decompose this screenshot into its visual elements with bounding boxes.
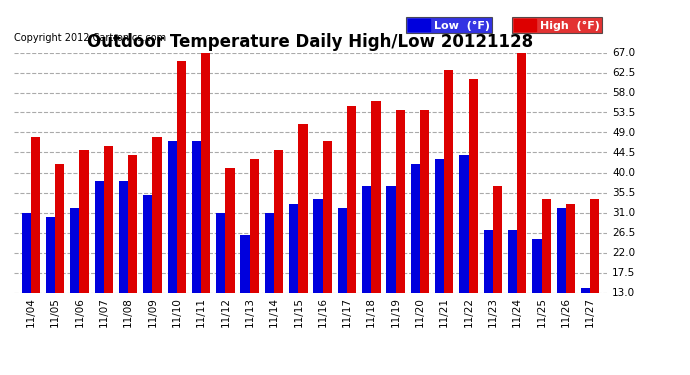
Bar	[274, 150, 284, 350]
Bar	[289, 204, 298, 350]
Title: Outdoor Temperature Daily High/Low 20121128: Outdoor Temperature Daily High/Low 20121…	[88, 33, 533, 51]
Bar	[21, 213, 31, 350]
Bar	[79, 150, 89, 350]
Bar	[435, 159, 444, 350]
Bar	[411, 164, 420, 350]
Bar	[484, 230, 493, 350]
Bar	[192, 141, 201, 350]
Bar	[250, 159, 259, 350]
Bar	[177, 62, 186, 350]
Bar	[144, 195, 152, 350]
Bar	[420, 110, 429, 350]
Bar	[298, 124, 308, 350]
Legend: High  (°F): High (°F)	[512, 17, 602, 33]
Bar	[347, 106, 356, 350]
Bar	[518, 53, 526, 350]
Bar	[590, 199, 600, 350]
Bar	[226, 168, 235, 350]
Bar	[128, 155, 137, 350]
Bar	[31, 137, 40, 350]
Bar	[201, 53, 210, 350]
Bar	[493, 186, 502, 350]
Bar	[460, 155, 469, 350]
Bar	[119, 182, 128, 350]
Bar	[395, 110, 405, 350]
Bar	[265, 213, 274, 350]
Bar	[444, 70, 453, 350]
Bar	[70, 208, 79, 350]
Bar	[104, 146, 113, 350]
Bar	[240, 235, 250, 350]
Bar	[337, 208, 347, 350]
Bar	[323, 141, 332, 350]
Bar	[313, 199, 323, 350]
Bar	[557, 208, 566, 350]
Bar	[581, 288, 590, 350]
Bar	[46, 217, 55, 350]
Bar	[168, 141, 177, 350]
Bar	[371, 101, 381, 350]
Text: Copyright 2012 Cartronics.com: Copyright 2012 Cartronics.com	[14, 33, 166, 43]
Bar	[386, 186, 395, 350]
Bar	[532, 239, 542, 350]
Bar	[566, 204, 575, 350]
Bar	[95, 182, 103, 350]
Bar	[362, 186, 371, 350]
Bar	[542, 199, 551, 350]
Bar	[508, 230, 518, 350]
Bar	[216, 213, 226, 350]
Bar	[152, 137, 161, 350]
Bar	[469, 79, 477, 350]
Bar	[55, 164, 64, 350]
